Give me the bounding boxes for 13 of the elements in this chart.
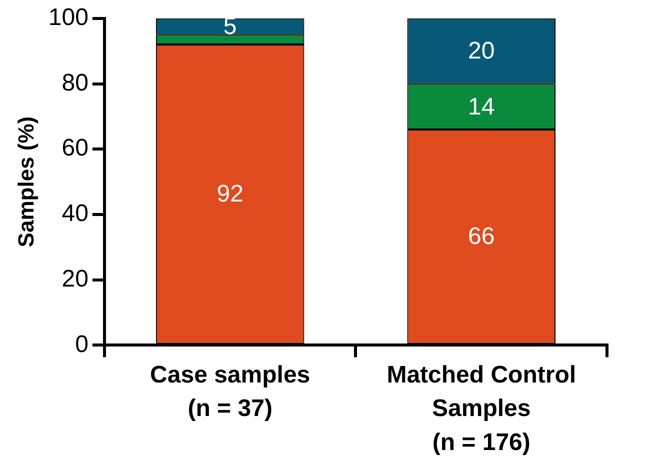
y-tick-label: 40 (62, 200, 88, 228)
data-label: 20 (468, 38, 495, 65)
x-tick-label: Case samples (n = 37) (150, 362, 310, 422)
y-tick-label: 60 (62, 134, 88, 162)
data-label: 92 (216, 180, 244, 208)
y-tick-label: 80 (62, 69, 88, 96)
y-tick-label: 100 (48, 4, 88, 32)
y-tick-label: 0 (75, 330, 88, 358)
data-label: 66 (468, 223, 495, 250)
data-label: 14 (468, 93, 495, 120)
y-tick-label: 20 (62, 265, 88, 292)
y-axis-title: Samples (%) (13, 116, 38, 248)
x-tick-label: Matched Control Samples (n = 176) (386, 362, 576, 456)
